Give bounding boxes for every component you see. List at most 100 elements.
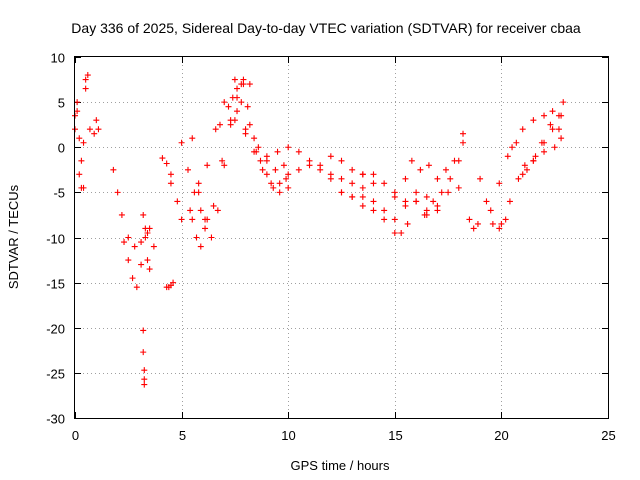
series-arc-13 bbox=[189, 81, 247, 241]
data-point bbox=[272, 166, 279, 173]
data-point bbox=[253, 148, 260, 155]
x-tick-label: 25 bbox=[601, 428, 615, 443]
data-point bbox=[470, 225, 477, 232]
data-point bbox=[519, 126, 526, 133]
x-tick-label: 20 bbox=[494, 428, 508, 443]
data-point bbox=[359, 202, 366, 209]
series-arc-7 bbox=[140, 211, 153, 273]
data-point bbox=[91, 130, 98, 137]
y-tick-label: -5 bbox=[53, 186, 65, 201]
series-arc-12 bbox=[178, 76, 253, 223]
data-point bbox=[193, 234, 200, 241]
data-point bbox=[141, 376, 148, 383]
data-point bbox=[95, 126, 102, 133]
data-point bbox=[146, 266, 153, 273]
data-point bbox=[370, 171, 377, 178]
data-point bbox=[178, 139, 185, 146]
data-point bbox=[142, 234, 149, 241]
data-point bbox=[276, 189, 283, 196]
data-point bbox=[144, 229, 151, 236]
data-point bbox=[549, 126, 556, 133]
data-point bbox=[434, 175, 441, 182]
data-point bbox=[121, 239, 128, 246]
data-point bbox=[114, 189, 121, 196]
data-point bbox=[402, 175, 409, 182]
data-point bbox=[402, 198, 409, 205]
data-point bbox=[381, 180, 388, 187]
data-point bbox=[523, 166, 530, 173]
data-point bbox=[142, 225, 149, 232]
data-point bbox=[125, 257, 132, 264]
data-point bbox=[438, 189, 445, 196]
data-point bbox=[413, 198, 420, 205]
data-point bbox=[513, 139, 520, 146]
data-point bbox=[170, 279, 177, 286]
series-arc-18 bbox=[231, 117, 292, 160]
data-point bbox=[285, 184, 292, 191]
data-point bbox=[460, 130, 467, 137]
data-point bbox=[259, 166, 266, 173]
data-point bbox=[204, 162, 211, 169]
data-point bbox=[268, 180, 275, 187]
series-arc-21 bbox=[327, 175, 409, 223]
data-point bbox=[227, 121, 234, 128]
data-point bbox=[295, 166, 302, 173]
data-point bbox=[434, 202, 441, 209]
data-point bbox=[242, 130, 249, 137]
data-point bbox=[551, 144, 558, 151]
data-point bbox=[417, 166, 424, 173]
data-point bbox=[184, 166, 191, 173]
data-point bbox=[547, 121, 554, 128]
data-point bbox=[76, 135, 83, 142]
data-point bbox=[74, 99, 81, 106]
data-point bbox=[125, 234, 132, 241]
x-tick-label: 5 bbox=[179, 428, 186, 443]
data-point bbox=[483, 198, 490, 205]
data-point bbox=[80, 139, 87, 146]
data-point bbox=[276, 180, 283, 187]
data-point bbox=[167, 171, 174, 178]
data-point bbox=[408, 157, 415, 164]
series-arc-32 bbox=[509, 108, 556, 151]
data-point bbox=[381, 207, 388, 214]
data-point bbox=[496, 180, 503, 187]
data-point bbox=[555, 126, 562, 133]
data-point bbox=[359, 193, 366, 200]
data-point bbox=[202, 225, 209, 232]
series-arc-28 bbox=[466, 216, 481, 232]
data-point bbox=[150, 243, 157, 250]
data-point bbox=[197, 207, 204, 214]
series-arc-6 bbox=[125, 229, 157, 250]
data-point bbox=[530, 117, 537, 124]
data-point bbox=[167, 180, 174, 187]
data-point bbox=[404, 220, 411, 227]
data-point bbox=[558, 135, 565, 142]
data-point bbox=[317, 162, 324, 169]
data-point bbox=[560, 99, 567, 106]
data-point bbox=[255, 144, 262, 151]
data-point bbox=[221, 162, 228, 169]
data-points bbox=[72, 72, 567, 388]
data-point bbox=[78, 157, 85, 164]
y-tick-label: -10 bbox=[46, 232, 65, 247]
series-arc-15 bbox=[231, 76, 290, 191]
series-arc-9 bbox=[159, 155, 174, 178]
series-arc-3 bbox=[91, 117, 102, 137]
data-point bbox=[140, 349, 147, 356]
chart-title: Day 336 of 2025, Sidereal Day-to-day VTE… bbox=[71, 20, 581, 36]
data-point bbox=[370, 207, 377, 214]
data-point bbox=[225, 103, 232, 110]
data-point bbox=[197, 243, 204, 250]
data-point bbox=[370, 180, 377, 187]
data-point bbox=[210, 202, 217, 209]
data-point bbox=[251, 135, 258, 142]
data-point bbox=[398, 229, 405, 236]
data-point bbox=[306, 157, 313, 164]
data-point bbox=[238, 81, 245, 88]
data-point bbox=[110, 166, 117, 173]
plot-frame bbox=[74, 56, 609, 419]
data-point bbox=[442, 166, 449, 173]
data-point bbox=[445, 189, 452, 196]
data-point bbox=[195, 180, 202, 187]
